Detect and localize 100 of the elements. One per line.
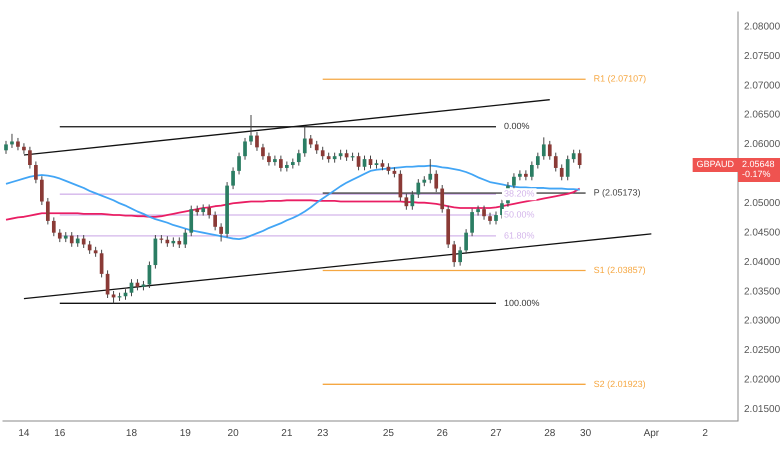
x-tick-label: 26 — [436, 428, 448, 439]
annotation: P (2.05173) — [594, 188, 640, 198]
y-tick-label: 2.07500 — [744, 50, 780, 62]
candlestick — [82, 234, 86, 248]
candlestick — [4, 140, 8, 154]
candlestick — [64, 232, 68, 243]
candlestick — [94, 246, 98, 258]
y-tick-label: 2.03500 — [744, 286, 780, 298]
x-tick-label: 28 — [544, 428, 556, 439]
y-tick-label: 2.07000 — [744, 80, 780, 92]
candlestick — [124, 288, 128, 300]
candlestick — [171, 236, 176, 248]
candlestick — [290, 158, 295, 170]
y-tick-label: 2.02500 — [744, 345, 780, 356]
candlestick — [177, 236, 182, 248]
candlestick — [28, 146, 32, 170]
y-tick-label: 2.08000 — [744, 21, 780, 32]
candlestick — [338, 149, 342, 160]
candlestick — [40, 176, 44, 206]
x-tick-label: 2 — [702, 428, 708, 439]
annotation: R1 (2.07107) — [594, 74, 646, 84]
candlestick — [183, 228, 188, 248]
candlestick — [296, 149, 301, 166]
candlestick — [572, 149, 576, 164]
y-tick-label: 2.01500 — [744, 404, 780, 415]
x-tick-label: 16 — [54, 428, 66, 439]
candlestick — [476, 205, 480, 216]
candlestick — [344, 149, 348, 162]
candlestick — [213, 211, 217, 231]
candlestick — [70, 232, 74, 248]
candlestick — [136, 278, 140, 291]
candlestick — [548, 140, 552, 160]
candlestick — [88, 240, 92, 254]
annotation: S1 (2.03857) — [594, 265, 646, 276]
candlestick — [530, 160, 534, 181]
candlestick — [106, 270, 110, 299]
x-tick-label: 25 — [382, 428, 394, 439]
candlestick — [267, 152, 271, 166]
candlestick — [142, 280, 146, 291]
candlestick — [512, 172, 516, 190]
x-tick-label: 27 — [490, 428, 502, 439]
candlestick — [195, 205, 200, 216]
candlestick — [332, 152, 337, 164]
candlestick — [470, 208, 474, 237]
candlestick — [380, 159, 384, 171]
y-tick-label: 2.03000 — [744, 316, 780, 327]
candlestick — [34, 160, 38, 184]
candlestick — [46, 197, 50, 225]
candlestick — [458, 246, 462, 266]
candlestick — [255, 132, 259, 152]
candlestick — [231, 166, 235, 190]
candlestick — [452, 240, 456, 268]
candlestick — [130, 278, 134, 297]
x-tick-label: Apr — [644, 428, 660, 439]
candlestick — [302, 126, 307, 158]
candlestick — [201, 204, 206, 216]
candlestick — [362, 155, 366, 171]
candlestick — [368, 155, 372, 170]
x-tick-label: 20 — [228, 428, 240, 439]
candlestick — [279, 155, 283, 172]
annotation: 0.00% — [504, 121, 530, 132]
annotation: 100.00% — [504, 298, 540, 308]
annotation: 38.20% — [504, 188, 535, 199]
candlestick — [554, 152, 558, 172]
candlestick — [392, 166, 396, 178]
text: 2.05648 -0.17% — [742, 158, 775, 179]
candlestick — [308, 134, 313, 148]
candlestick — [207, 204, 212, 220]
candlestick — [536, 152, 540, 170]
candlestick — [273, 155, 277, 166]
x-tick-label: 21 — [281, 428, 293, 439]
candlestick — [326, 152, 331, 164]
candlestick — [482, 205, 486, 220]
y-tick-label: 2.04000 — [744, 256, 780, 268]
x-tick-label: 14 — [18, 428, 30, 439]
x-tick-label: 18 — [126, 428, 138, 439]
candlestick — [464, 228, 468, 254]
candlestick — [16, 137, 20, 151]
candlestick — [524, 170, 528, 181]
candlestick — [261, 143, 265, 160]
annotation: GBPAUD — [696, 158, 734, 169]
candlestick — [542, 136, 546, 160]
y-tick-label: 2.04500 — [744, 227, 780, 238]
candlestick — [100, 249, 104, 278]
annotation: 50.00% — [504, 210, 535, 220]
annotation: S2 (2.01923) — [594, 378, 646, 389]
candlestick — [165, 236, 170, 248]
candlestick — [488, 212, 492, 225]
y-tick-label: 2.02000 — [744, 374, 780, 386]
candlestick — [518, 170, 522, 181]
candlestick — [386, 162, 390, 175]
candlestick — [189, 205, 194, 237]
candlestick — [76, 234, 80, 248]
candlestick — [58, 228, 62, 243]
y-tick-label: 2.06000 — [744, 139, 780, 150]
candlestick — [10, 133, 14, 148]
candlestick — [356, 152, 360, 171]
candlestick — [237, 152, 241, 175]
candlestick — [243, 137, 247, 160]
candlestick — [560, 164, 564, 181]
